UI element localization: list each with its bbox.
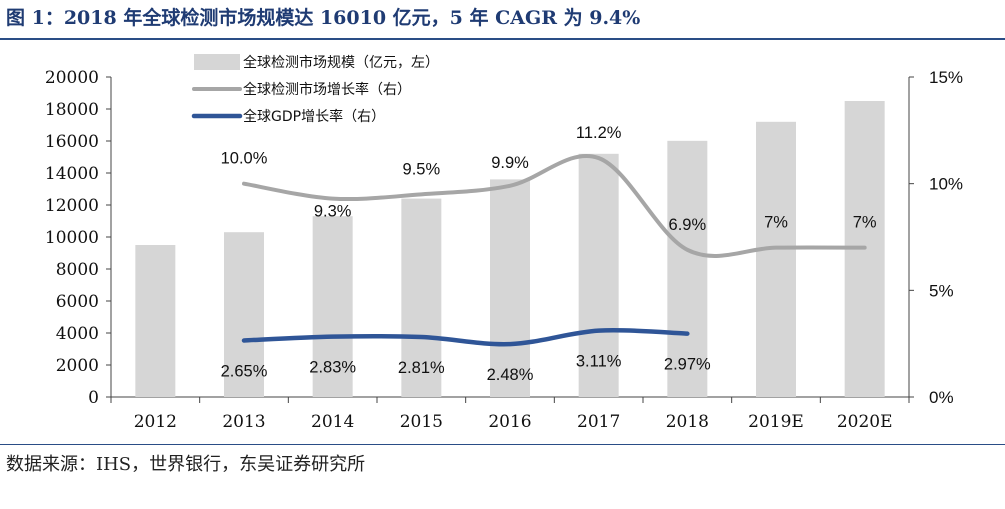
- source-rule: [0, 444, 1005, 445]
- data-label-market-growth: 7%: [764, 214, 788, 232]
- y-left-tick-label: 18000: [45, 100, 99, 120]
- x-tick-label: 2016: [488, 412, 531, 432]
- y-right-tick-label: 10%: [929, 175, 963, 194]
- y-left-tick-label: 12000: [45, 196, 99, 216]
- data-label-gdp-growth: 2.81%: [398, 359, 445, 377]
- bar-market-size: [312, 216, 353, 397]
- x-tick-label: 2015: [400, 412, 443, 432]
- y-right-tick-label: 15%: [929, 68, 963, 87]
- legend-label: 全球检测市场增长率（右）: [243, 81, 411, 98]
- y-left-tick-label: 16000: [45, 132, 99, 152]
- data-label-market-growth: 9.9%: [491, 154, 529, 172]
- figure-title: 图 1：2018 年全球检测市场规模达 16010 亿元，5 年 CAGR 为 …: [6, 7, 641, 29]
- bar-market-size: [135, 245, 176, 397]
- data-label-market-growth: 10.0%: [221, 150, 268, 168]
- x-tick-label: 2020E: [837, 412, 893, 432]
- bar-market-size: [667, 140, 708, 397]
- legend-swatch-market-size: [194, 54, 240, 70]
- y-right-tick-label: 0%: [929, 388, 954, 407]
- source-note: 数据来源：IHS，世界银行，东吴证券研究所: [6, 454, 366, 475]
- y-left-tick-label: 14000: [45, 164, 99, 184]
- data-label-gdp-growth: 2.97%: [664, 356, 711, 374]
- data-label-market-growth: 11.2%: [576, 124, 622, 142]
- legend-label: 全球检测市场规模（亿元，左）: [243, 54, 439, 71]
- y-left-tick-label: 8000: [56, 260, 99, 280]
- y-left-tick-label: 2000: [56, 356, 99, 376]
- bar-market-size: [401, 198, 442, 397]
- line-market-growth: [242, 154, 867, 258]
- x-tick-label: 2018: [666, 412, 709, 432]
- y-left-tick-label: 20000: [45, 68, 99, 88]
- y-left-tick-label: 6000: [56, 292, 99, 312]
- y-right-tick-label: 5%: [929, 281, 954, 300]
- bar-market-size: [578, 153, 619, 397]
- y-left-tick-label: 4000: [56, 324, 99, 344]
- data-label-market-growth: 6.9%: [669, 216, 707, 234]
- x-tick-label: 2017: [577, 412, 620, 432]
- line-gdp-growth: [241, 327, 690, 347]
- bar-market-size: [756, 121, 796, 398]
- x-tick-label: 2012: [134, 412, 177, 432]
- y-left-tick-label: 0: [88, 388, 99, 408]
- data-label-gdp-growth: 2.65%: [221, 362, 268, 380]
- data-label-gdp-growth: 2.48%: [487, 366, 534, 384]
- data-label-market-growth: 9.3%: [314, 203, 352, 221]
- data-label-market-growth: 7%: [853, 214, 877, 232]
- legend-label: 全球GDP增长率（右）: [243, 108, 385, 125]
- x-tick-label: 2014: [311, 412, 354, 432]
- axes-layer: 2000018000160001400012000100008000600040…: [45, 68, 963, 432]
- bars-layer: [135, 101, 885, 398]
- lines-layer: [241, 154, 867, 347]
- title-rule: [0, 38, 1005, 40]
- chart: 2000018000160001400012000100008000600040…: [45, 54, 963, 432]
- x-tick-label: 2019E: [748, 412, 804, 432]
- data-label-gdp-growth: 2.83%: [309, 359, 356, 377]
- legend: 全球检测市场规模（亿元，左） 全球检测市场增长率（右） 全球GDP增长率（右）: [191, 54, 439, 125]
- x-tick-label: 2013: [222, 412, 265, 432]
- y-left-tick-label: 10000: [45, 228, 99, 248]
- data-labels-layer: 10.0% 9.3% 9.5% 9.9% 11.2% 6.9% 7% 7% 2.65% 2.83%…: [221, 124, 877, 384]
- bar-market-size: [490, 179, 530, 397]
- bar-market-size: [224, 232, 264, 397]
- data-label-gdp-growth: 3.11%: [576, 353, 622, 371]
- data-label-market-growth: 9.5%: [403, 160, 441, 178]
